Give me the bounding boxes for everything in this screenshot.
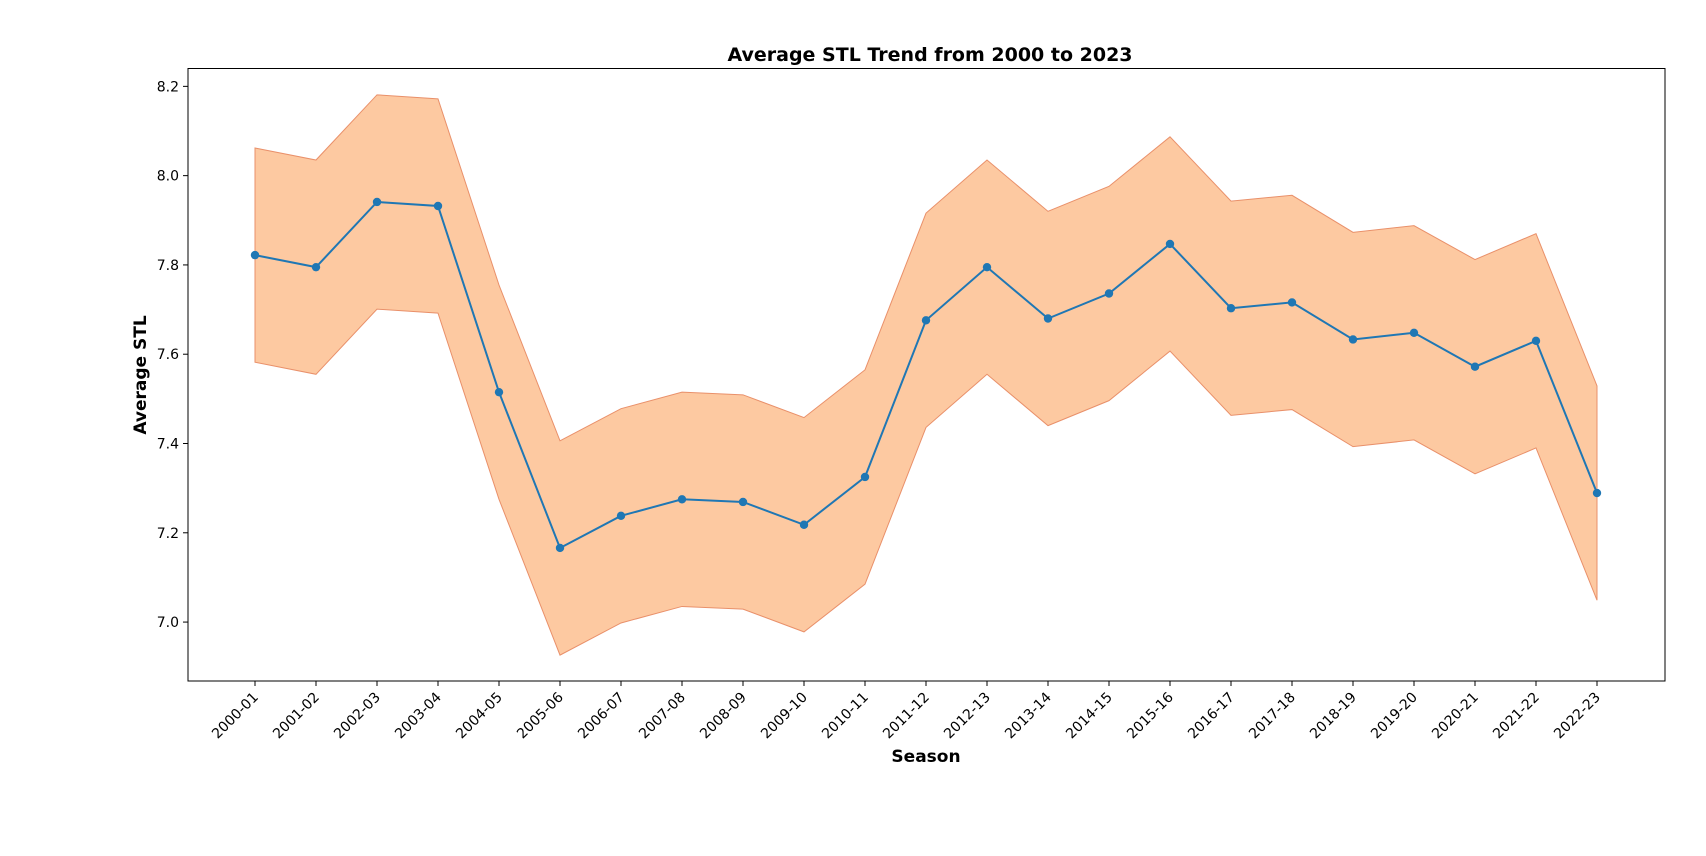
x-tick-label: 2015-16	[1124, 689, 1177, 742]
chart-title: Average STL Trend from 2000 to 2023	[727, 44, 1132, 66]
x-tick-label: 2017-18	[1246, 690, 1299, 743]
x-tick-label: 2020-21	[1429, 690, 1482, 743]
data-point-2008-09	[738, 497, 748, 507]
y-tick-label: 7.0	[157, 615, 179, 631]
data-point-2002-03	[372, 197, 382, 207]
x-tick-label: 2018-19	[1307, 690, 1360, 743]
data-point-2007-08	[677, 495, 687, 504]
x-tick-label: 2000-01	[209, 690, 262, 743]
data-point-2012-13	[982, 262, 992, 272]
data-point-2020-21	[1470, 362, 1480, 371]
data-point-2009-10	[799, 520, 809, 529]
x-tick-label: 2004-05	[453, 690, 506, 743]
confidence-band	[254, 94, 1598, 656]
x-axis-label: Season	[891, 747, 960, 767]
y-axis-label: Average STL	[131, 315, 151, 434]
x-tick-label: 2002-03	[331, 690, 384, 743]
data-point-2003-04	[433, 201, 443, 211]
data-point-2004-05	[494, 387, 504, 397]
data-point-2000-01	[250, 250, 260, 260]
y-tick-label: 8.2	[157, 79, 179, 95]
x-tick-label: 2007-08	[636, 690, 689, 743]
y-tick-label: 7.6	[157, 347, 179, 363]
x-tick-label: 2016-17	[1185, 690, 1238, 743]
data-point-2018-19	[1348, 335, 1358, 344]
data-point-2021-22	[1531, 336, 1541, 346]
y-tick-label: 7.8	[157, 258, 179, 274]
x-tick-label: 2012-13	[941, 690, 994, 743]
data-point-2011-12	[921, 316, 931, 325]
x-tick-label: 2013-14	[1002, 689, 1055, 742]
data-point-2014-15	[1104, 289, 1114, 298]
x-tick-label: 2008-09	[697, 690, 750, 743]
x-tick-label: 2014-15	[1063, 690, 1116, 743]
data-point-2016-17	[1226, 304, 1236, 313]
y-tick-label: 7.4	[157, 437, 179, 453]
data-point-2022-23	[1592, 488, 1602, 498]
x-tick-label: 2009-10	[758, 690, 811, 743]
x-tick-label: 2011-12	[880, 690, 933, 743]
x-tick-label: 2003-04	[392, 689, 445, 742]
x-tick-label: 2021-22	[1490, 690, 1543, 743]
data-point-2019-20	[1409, 328, 1419, 337]
x-tick-label: 2005-06	[514, 689, 567, 742]
data-point-2013-14	[1043, 314, 1053, 323]
data-point-2017-18	[1287, 298, 1297, 307]
y-tick-label: 7.2	[157, 526, 179, 542]
x-tick-label: 2022-23	[1551, 690, 1604, 743]
y-tick-label: 8.0	[157, 169, 179, 185]
data-point-2010-11	[860, 472, 870, 482]
x-tick-label: 2001-02	[270, 690, 323, 743]
data-point-2015-16	[1165, 239, 1175, 249]
data-point-2001-02	[311, 262, 321, 272]
x-tick-label: 2010-11	[819, 690, 872, 743]
x-tick-label: 2019-20	[1368, 690, 1421, 743]
x-tick-label: 2006-07	[575, 690, 628, 743]
data-point-2005-06	[555, 543, 565, 553]
data-point-2006-07	[616, 511, 626, 521]
